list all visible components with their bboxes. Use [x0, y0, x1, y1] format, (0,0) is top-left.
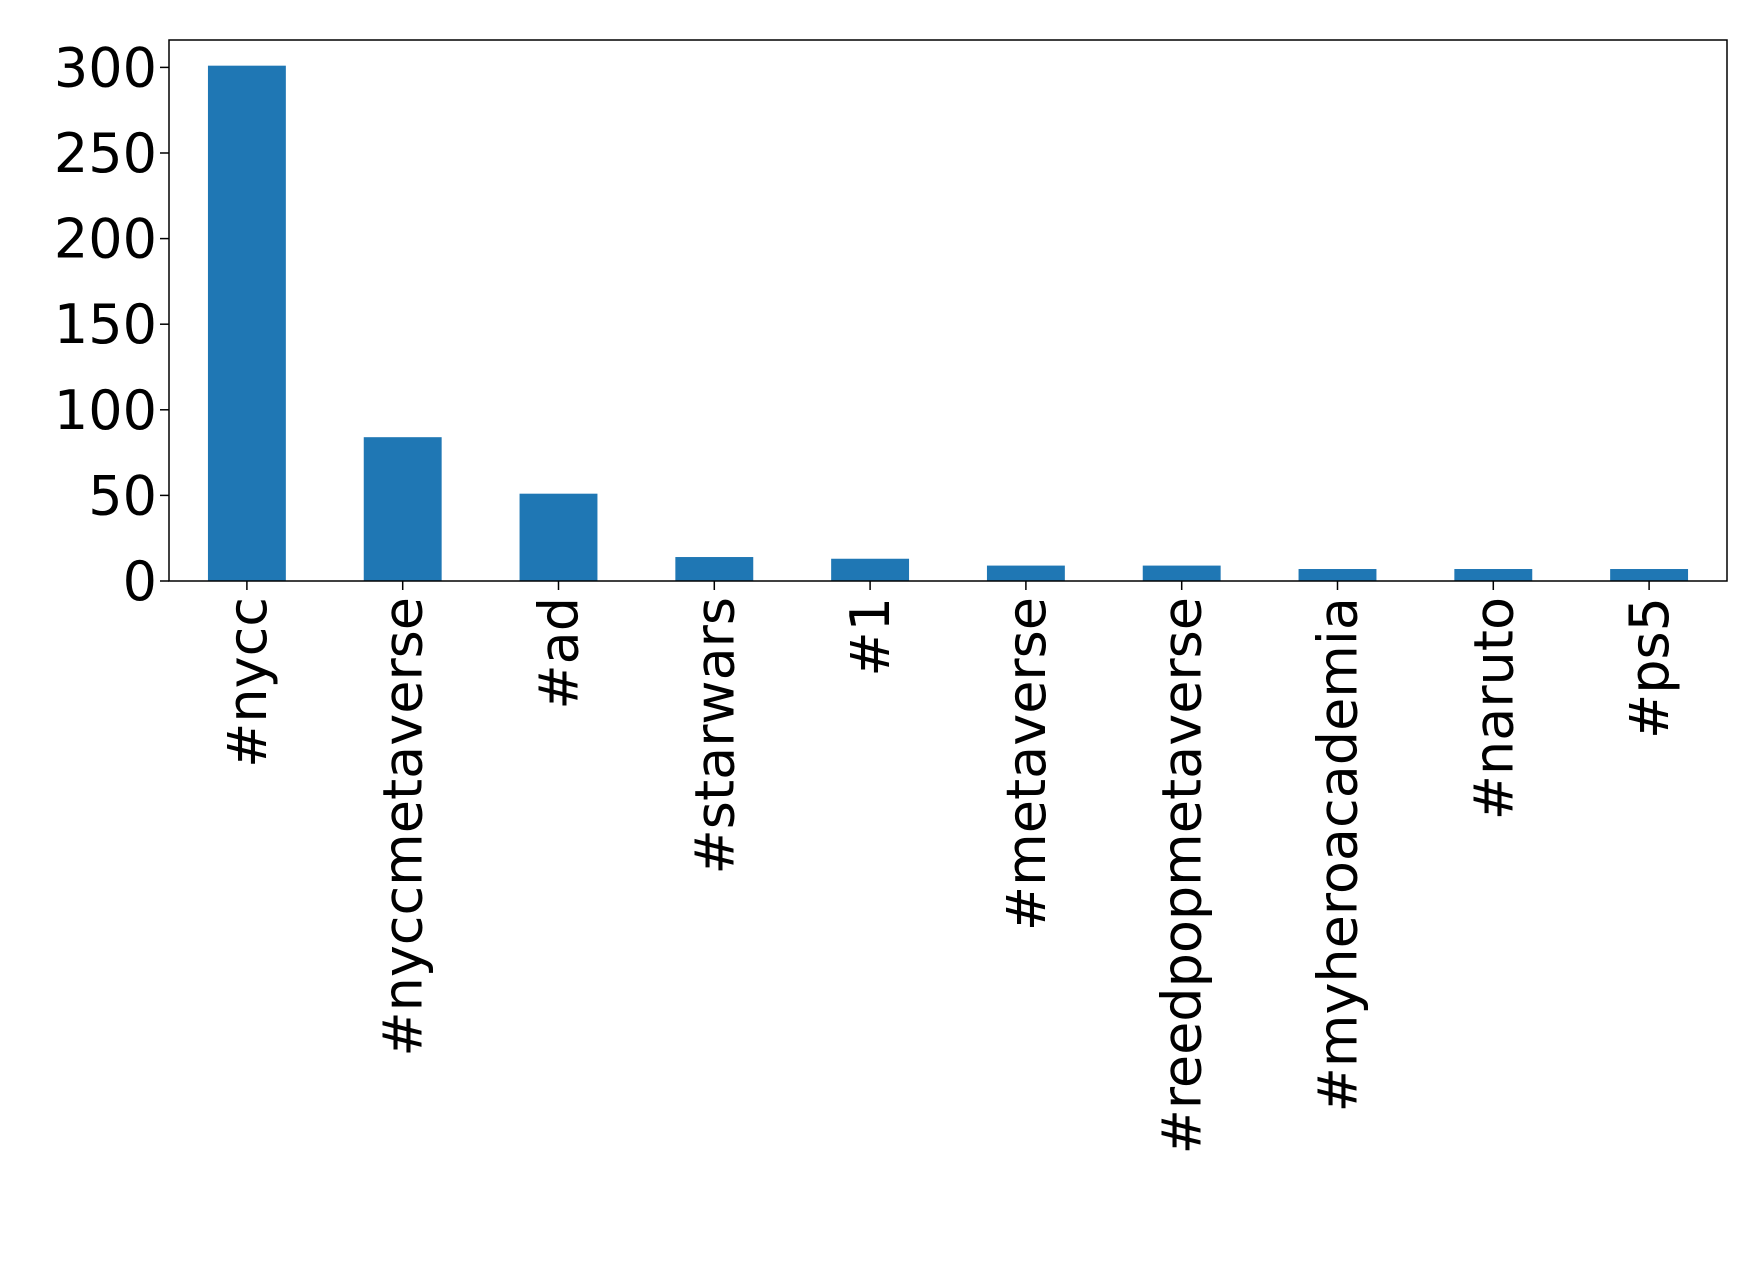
bar [1142, 565, 1221, 581]
x-tick-label: #naruto [1462, 597, 1525, 820]
bar [986, 565, 1065, 581]
bar [363, 437, 442, 581]
x-tick-label: #reedpopmetaverse [1151, 597, 1214, 1154]
plot-frame [168, 39, 1728, 582]
bar [1298, 569, 1377, 581]
y-tick-label: 200 [54, 208, 157, 271]
y-tick-label: 100 [54, 379, 157, 442]
x-tick-label: #nyccmetaverse [372, 597, 435, 1057]
bar [1610, 569, 1689, 581]
bar [831, 558, 910, 581]
x-tick-label: #myheroacademia [1307, 597, 1370, 1112]
bar [519, 493, 598, 581]
x-tick-label: #ad [528, 597, 591, 710]
x-tick-label: #metaverse [995, 597, 1058, 931]
y-tick-label: 250 [54, 122, 157, 185]
bar [207, 65, 286, 582]
x-tick-label: #starwars [683, 597, 746, 874]
y-tick-label: 150 [54, 293, 157, 356]
bar [1454, 569, 1533, 581]
x-tick-label: #1 [839, 597, 902, 677]
bar [675, 557, 754, 581]
x-tick-label: #ps5 [1618, 597, 1681, 739]
y-tick-label: 300 [54, 36, 157, 99]
y-tick-label: 50 [88, 464, 157, 527]
x-tick-label: #nycc [216, 597, 279, 768]
y-tick-label: 0 [123, 550, 157, 613]
